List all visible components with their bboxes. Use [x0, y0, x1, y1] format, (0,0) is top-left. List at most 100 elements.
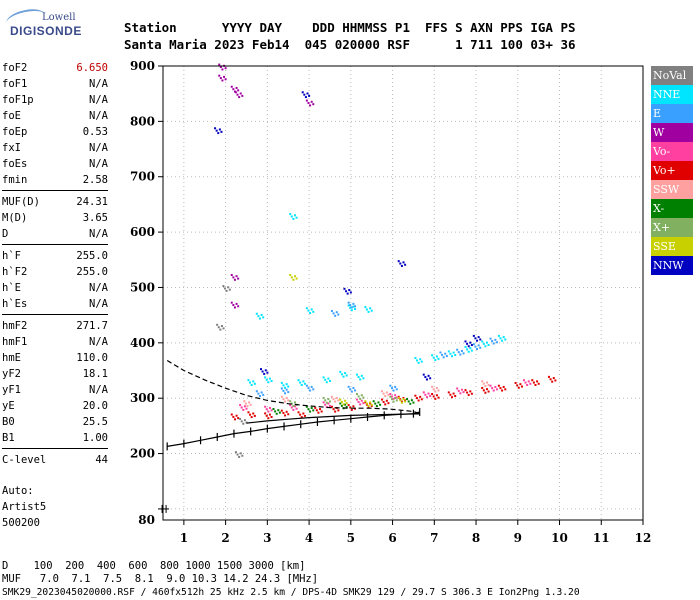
echo-point [255, 312, 258, 315]
echo-point [284, 414, 287, 417]
echo-point [354, 308, 357, 311]
param-row: B1 1.00 [2, 430, 108, 446]
echo-point [300, 416, 303, 419]
echo-point [414, 394, 417, 397]
echo-point [389, 393, 392, 396]
echo-point [360, 394, 363, 397]
echo-point [364, 306, 367, 309]
echo-point [220, 130, 223, 133]
echo-point [482, 342, 485, 345]
param-key: foF1 [2, 78, 28, 90]
echo-point [451, 355, 453, 358]
echo-point [531, 379, 534, 382]
echo-point [481, 340, 484, 343]
echo-point [307, 101, 310, 104]
echo-point [275, 412, 278, 415]
echo-point [397, 260, 400, 263]
echo-point [217, 326, 220, 329]
echo-point [233, 306, 236, 309]
echo-point [237, 89, 240, 92]
echo-point [240, 420, 243, 423]
echo-point [504, 338, 507, 341]
echo-point [479, 338, 482, 341]
echo-point [375, 405, 378, 408]
echo-point [250, 416, 253, 419]
echo-point [419, 395, 422, 398]
echo-point [268, 377, 271, 380]
y-tick-label: 400 [130, 336, 155, 350]
echo-point [265, 408, 268, 411]
legend-entry: X+ [651, 218, 693, 237]
echo-point [479, 346, 482, 349]
param-separator [2, 314, 108, 315]
param-value: 255.0 [76, 266, 108, 278]
echo-point [328, 400, 331, 403]
echo-point [328, 404, 331, 407]
echo-point [439, 351, 442, 354]
echo-point [259, 317, 261, 320]
echo-point [470, 349, 473, 352]
echo-point [467, 345, 470, 348]
echo-point [295, 407, 298, 410]
echo-point [407, 400, 410, 403]
legend-entry: NNW [651, 256, 693, 275]
echo-point [250, 383, 253, 386]
param-value: 271.7 [76, 320, 108, 332]
echo-point [470, 344, 473, 347]
header-line-2: Santa Maria 2023 Feb14 045 020000 RSF 1 … [124, 37, 576, 52]
echo-point [215, 129, 218, 132]
echo-point [218, 128, 221, 131]
echo-point [359, 397, 362, 400]
echo-point [495, 341, 498, 344]
y-tick-label: 700 [130, 170, 155, 184]
echo-point [332, 398, 335, 401]
param-key: h`F2 [2, 266, 28, 278]
param-value: 25.5 [82, 416, 108, 428]
echo-point [494, 338, 497, 341]
echo-point [422, 373, 425, 376]
echo-point [287, 399, 290, 402]
echo-point [435, 394, 438, 397]
electron-density-profile-dashed [166, 359, 420, 415]
echo-point [280, 395, 283, 398]
echo-point [236, 93, 239, 96]
echo-point [477, 344, 480, 347]
echo-point [230, 273, 233, 276]
echo-point [522, 379, 525, 382]
echo-point [308, 94, 311, 97]
echo-point [547, 375, 550, 378]
echo-point [280, 409, 283, 412]
echo-point [340, 373, 343, 376]
echo-point [345, 406, 348, 409]
param-row: foEp 0.53 [2, 124, 108, 140]
echo-point [350, 390, 353, 393]
echo-point [267, 381, 270, 384]
echo-point [327, 402, 330, 405]
echo-point [355, 398, 358, 401]
param-separator [2, 190, 108, 191]
echo-point [484, 391, 487, 394]
echo-point [352, 387, 355, 390]
echo-point [248, 401, 251, 404]
echo-point [346, 292, 349, 295]
echo-point [217, 132, 220, 135]
echo-point [261, 370, 264, 373]
echo-point [432, 356, 435, 359]
echo-point [310, 308, 313, 311]
echo-point [357, 376, 360, 379]
echo-point [484, 385, 487, 388]
echo-point [264, 376, 267, 379]
echo-point [429, 394, 432, 397]
echo-point [305, 307, 308, 310]
echo-point [243, 400, 246, 403]
param-key: B0 [2, 416, 15, 428]
echo-point [422, 391, 425, 394]
echo-point [472, 334, 475, 337]
echo-point [224, 67, 227, 70]
echo-point [462, 391, 465, 394]
autoscaling-version: 500200 [2, 517, 40, 529]
echo-point [377, 401, 380, 404]
x-tick-label: 9 [514, 531, 522, 545]
echo-point [337, 313, 340, 316]
echo-point [342, 375, 345, 378]
